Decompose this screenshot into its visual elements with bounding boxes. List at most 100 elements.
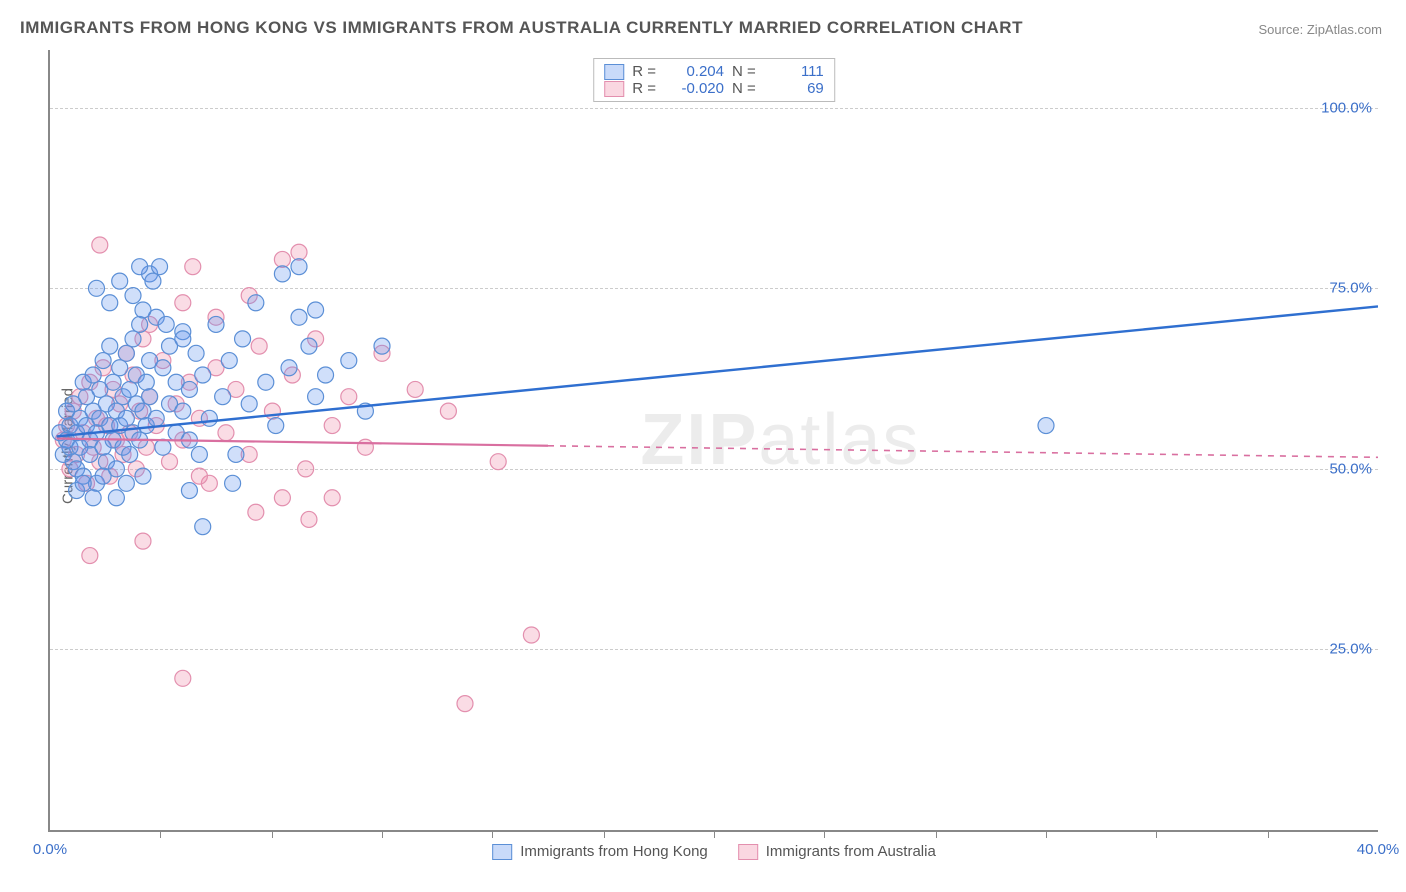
r-label: R = — [632, 80, 656, 97]
legend-item-australia: Immigrants from Australia — [738, 843, 936, 860]
legend-correlation: R = 0.204 N = 111 R = -0.020 N = 69 — [593, 58, 835, 102]
ytick-label: 25.0% — [1329, 641, 1372, 658]
data-point — [291, 309, 307, 325]
legend-row-pink: R = -0.020 N = 69 — [604, 80, 824, 97]
data-point — [215, 389, 231, 405]
data-point — [138, 374, 154, 390]
data-point — [152, 259, 168, 275]
ytick-label: 50.0% — [1329, 460, 1372, 477]
data-point — [92, 237, 108, 253]
data-point — [125, 331, 141, 347]
data-point — [158, 316, 174, 332]
data-point — [298, 461, 314, 477]
data-point — [132, 259, 148, 275]
legend-row-blue: R = 0.204 N = 111 — [604, 63, 824, 80]
data-point — [490, 454, 506, 470]
data-point — [162, 454, 178, 470]
n-value-blue: 111 — [764, 63, 824, 80]
data-point — [221, 353, 237, 369]
legend-label-australia: Immigrants from Australia — [766, 843, 936, 860]
legend-label-hongkong: Immigrants from Hong Kong — [520, 843, 708, 860]
legend-series: Immigrants from Hong Kong Immigrants fro… — [492, 843, 936, 860]
data-point — [118, 475, 134, 491]
data-point — [374, 338, 390, 354]
data-point — [185, 259, 201, 275]
data-point — [357, 439, 373, 455]
data-point — [188, 345, 204, 361]
xtick-label: 0.0% — [33, 841, 67, 858]
data-point — [440, 403, 456, 419]
data-point — [308, 302, 324, 318]
data-point — [85, 367, 101, 383]
data-point — [281, 360, 297, 376]
ytick-label: 100.0% — [1321, 99, 1372, 116]
swatch-pink-icon — [604, 81, 624, 97]
data-point — [95, 353, 111, 369]
data-point — [201, 410, 217, 426]
data-point — [274, 266, 290, 282]
xtick — [714, 830, 715, 838]
data-point — [118, 345, 134, 361]
data-point — [135, 533, 151, 549]
data-point — [1038, 418, 1054, 434]
trend-line — [57, 306, 1378, 436]
data-point — [341, 389, 357, 405]
data-point — [318, 367, 334, 383]
data-point — [122, 446, 138, 462]
data-point — [135, 302, 151, 318]
data-point — [407, 381, 423, 397]
data-point — [181, 381, 197, 397]
xtick — [1046, 830, 1047, 838]
source-label: Source: ZipAtlas.com — [1258, 22, 1382, 37]
data-point — [225, 475, 241, 491]
data-point — [301, 338, 317, 354]
data-point — [105, 374, 121, 390]
ytick-label: 75.0% — [1329, 280, 1372, 297]
data-point — [135, 468, 151, 484]
data-point — [457, 696, 473, 712]
data-point — [324, 418, 340, 434]
data-point — [175, 670, 191, 686]
data-point — [155, 439, 171, 455]
data-point — [82, 548, 98, 564]
data-point — [195, 519, 211, 535]
data-point — [191, 468, 207, 484]
data-point — [122, 381, 138, 397]
data-point — [248, 295, 264, 311]
r-value-pink: -0.020 — [664, 80, 724, 97]
data-point — [125, 288, 141, 304]
data-point — [258, 374, 274, 390]
xtick — [936, 830, 937, 838]
swatch-pink-icon — [738, 844, 758, 860]
data-point — [191, 446, 207, 462]
r-label: R = — [632, 63, 656, 80]
data-point — [88, 280, 104, 296]
xtick — [1268, 830, 1269, 838]
data-point — [208, 316, 224, 332]
xtick — [272, 830, 273, 838]
xtick — [160, 830, 161, 838]
data-point — [324, 490, 340, 506]
xtick — [1156, 830, 1157, 838]
data-point — [112, 273, 128, 289]
data-point — [148, 410, 164, 426]
data-point — [95, 468, 111, 484]
data-point — [274, 490, 290, 506]
r-value-blue: 0.204 — [664, 63, 724, 80]
data-point — [291, 244, 307, 260]
data-point — [102, 338, 118, 354]
data-point — [268, 418, 284, 434]
data-point — [142, 389, 158, 405]
data-point — [175, 403, 191, 419]
n-value-pink: 69 — [764, 80, 824, 97]
legend-item-hongkong: Immigrants from Hong Kong — [492, 843, 708, 860]
data-point — [235, 331, 251, 347]
data-point — [251, 338, 267, 354]
swatch-blue-icon — [604, 64, 624, 80]
data-point — [218, 425, 234, 441]
data-point — [132, 316, 148, 332]
data-point — [155, 360, 171, 376]
data-point — [228, 446, 244, 462]
chart-svg — [50, 50, 1378, 830]
xtick — [824, 830, 825, 838]
